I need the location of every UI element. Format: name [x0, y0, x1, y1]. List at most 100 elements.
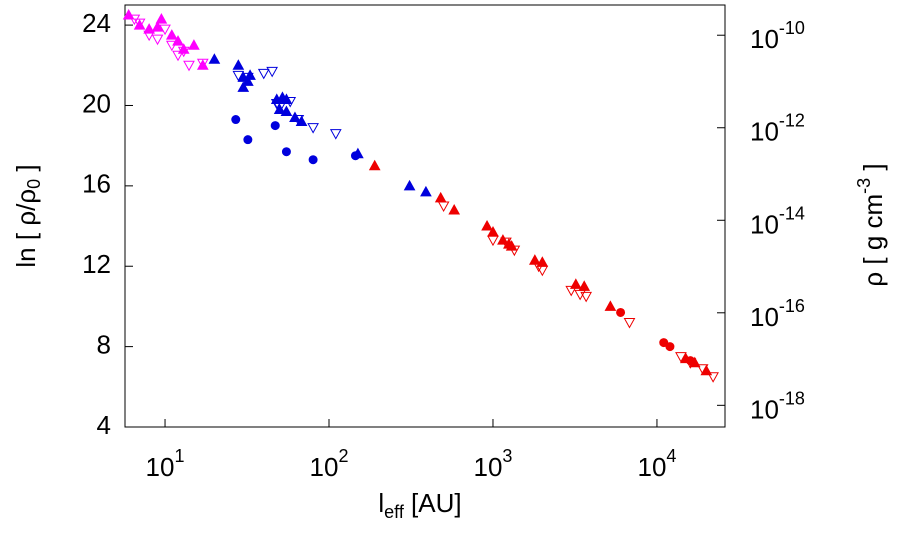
y2-tick-label: 10-14 — [750, 203, 805, 239]
point — [481, 220, 493, 231]
point — [448, 203, 461, 215]
x-tick-label: 101 — [146, 446, 185, 482]
y2-tick-label-exponent: -10 — [779, 18, 805, 38]
x-tick-label: 103 — [474, 446, 513, 482]
point — [420, 185, 432, 197]
point — [122, 9, 135, 20]
y-tick-label: 12 — [82, 249, 111, 279]
point — [183, 60, 195, 72]
y2-axis-title: ρ [ g cm-3 ] — [854, 163, 888, 286]
y-tick-label: 24 — [82, 8, 111, 38]
point — [232, 59, 245, 70]
point — [196, 58, 209, 70]
point — [231, 115, 241, 125]
point — [289, 111, 301, 123]
point — [177, 46, 190, 58]
y2-tick-label-exponent: -12 — [779, 110, 805, 130]
y-tick-label: 4 — [97, 410, 111, 440]
y2-tick-label-base: 10 — [750, 209, 779, 239]
x-tick-label-base: 10 — [637, 452, 666, 482]
x-tick-label: 104 — [637, 446, 676, 482]
y2-tick-label-base: 10 — [750, 24, 779, 54]
point — [508, 245, 521, 257]
point — [707, 372, 719, 383]
point — [696, 364, 709, 375]
y2-tick-label: 10-16 — [750, 296, 805, 332]
point — [159, 24, 171, 36]
point — [242, 72, 254, 84]
point — [133, 18, 146, 30]
y2-tick-label-exponent: -18 — [779, 388, 805, 408]
y-tick-label: 8 — [97, 329, 111, 359]
x-tick-label-exponent: 2 — [338, 446, 348, 466]
point — [270, 121, 280, 131]
point — [604, 300, 617, 311]
x-tick-label-base: 10 — [474, 452, 503, 482]
y-tick-label: 20 — [82, 88, 111, 118]
point — [143, 23, 155, 34]
point — [403, 179, 416, 191]
point — [329, 129, 342, 140]
point — [232, 70, 245, 82]
point — [243, 135, 253, 145]
y2-tick-label-exponent: -14 — [779, 203, 805, 223]
point — [273, 102, 286, 114]
point — [565, 285, 578, 297]
point — [616, 307, 626, 317]
x-tick-label-exponent: 4 — [666, 446, 676, 466]
point — [165, 40, 178, 52]
point — [237, 81, 250, 92]
point — [487, 235, 499, 247]
x-tick-label-base: 10 — [310, 452, 339, 482]
y2-tick-label-base: 10 — [750, 394, 779, 424]
point — [266, 66, 278, 78]
point — [500, 237, 512, 249]
y2-tick-label-base: 10 — [750, 117, 779, 147]
point — [292, 115, 305, 126]
y2-tick-label: 10-18 — [750, 388, 805, 424]
point — [151, 21, 164, 32]
y2-tick-label: 10-10 — [750, 18, 805, 54]
point — [528, 254, 541, 265]
point — [208, 53, 221, 64]
point — [165, 29, 178, 40]
x-tick-label-exponent: 1 — [174, 446, 184, 466]
y2-tick-label-base: 10 — [750, 302, 779, 332]
point — [623, 318, 636, 329]
point — [151, 34, 164, 46]
point — [665, 342, 675, 352]
point — [685, 356, 695, 366]
point — [155, 13, 168, 24]
y-tick-label: 16 — [82, 169, 111, 199]
point — [308, 155, 318, 165]
point — [242, 75, 254, 86]
point — [659, 338, 669, 348]
point — [675, 352, 687, 363]
point — [580, 291, 593, 303]
point — [368, 159, 381, 171]
y2-tick-label-exponent: -16 — [779, 296, 805, 316]
point — [284, 96, 297, 108]
point — [434, 191, 447, 203]
point — [257, 68, 270, 80]
point — [188, 39, 200, 50]
point — [172, 50, 184, 62]
point — [350, 151, 360, 161]
y2-tick-label: 10-12 — [750, 110, 805, 146]
point — [143, 30, 155, 42]
x-tick-label-exponent: 3 — [502, 446, 512, 466]
x-axis-title: leff [AU] — [378, 488, 461, 522]
point — [307, 123, 319, 134]
point — [578, 280, 591, 291]
point — [281, 147, 291, 157]
y-axis-title: ln [ ρ/ρ0 ] — [11, 164, 44, 267]
point — [574, 289, 586, 301]
point — [536, 265, 549, 277]
point — [497, 234, 509, 245]
point — [280, 105, 293, 117]
plot-frame — [124, 4, 726, 428]
x-tick-label: 102 — [310, 446, 349, 482]
x-tick-label-base: 10 — [146, 452, 175, 482]
point — [437, 201, 450, 212]
